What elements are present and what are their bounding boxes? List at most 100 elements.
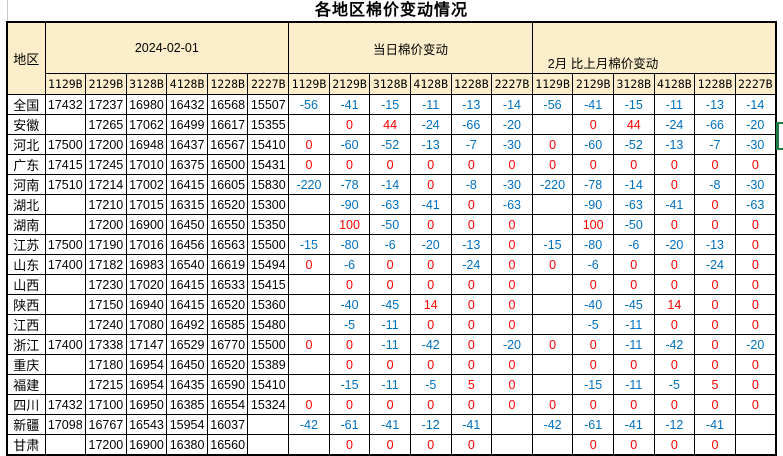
daily-change-cell[interactable]: -13 — [409, 134, 452, 155]
monthly-change-cell[interactable]: 5 — [694, 374, 736, 395]
price-cell[interactable]: 15300 — [247, 194, 290, 215]
region-cell[interactable]: 江苏 — [6, 234, 46, 255]
price-cell[interactable]: 16950 — [125, 394, 168, 415]
price-cell[interactable]: 17098 — [44, 414, 87, 435]
monthly-change-cell[interactable]: -12 — [653, 414, 696, 435]
price-cell[interactable]: 15480 — [247, 314, 290, 335]
price-cell[interactable]: 15494 — [247, 254, 290, 275]
price-cell[interactable]: 15324 — [247, 394, 290, 415]
daily-change-cell[interactable]: -90 — [328, 194, 371, 215]
price-cell[interactable] — [44, 274, 87, 295]
price-cell[interactable]: 17210 — [85, 194, 127, 215]
price-cell[interactable]: 17338 — [85, 334, 127, 355]
price-cell[interactable]: 16619 — [206, 254, 249, 275]
daily-change-cell[interactable]: 0 — [491, 374, 533, 395]
daily-change-cell[interactable] — [288, 114, 330, 135]
price-cell[interactable]: 16415 — [166, 174, 208, 195]
region-cell[interactable]: 陕西 — [6, 294, 46, 315]
monthly-change-cell[interactable]: 0 — [572, 274, 614, 295]
price-cell[interactable]: 16568 — [206, 94, 249, 115]
price-cell[interactable]: 15954 — [166, 414, 208, 435]
monthly-change-cell[interactable]: 0 — [734, 154, 777, 175]
daily-change-cell[interactable]: 0 — [369, 154, 411, 175]
price-cell[interactable]: 15355 — [247, 114, 290, 135]
daily-change-cell[interactable]: -20 — [491, 334, 533, 355]
price-cell[interactable]: 17265 — [85, 114, 127, 135]
daily-change-cell[interactable]: -24 — [409, 114, 452, 135]
region-cell[interactable]: 重庆 — [6, 354, 46, 375]
price-cell[interactable]: 16770 — [206, 334, 249, 355]
monthly-change-cell[interactable] — [531, 374, 574, 395]
region-cell[interactable]: 河南 — [6, 174, 46, 195]
daily-change-cell[interactable]: -66 — [450, 114, 493, 135]
monthly-change-cell[interactable]: -11 — [612, 334, 655, 355]
monthly-change-cell[interactable]: -30 — [734, 174, 777, 195]
monthly-change-cell[interactable]: 0 — [694, 294, 736, 315]
monthly-change-cell[interactable]: 0 — [653, 394, 696, 415]
monthly-change-cell[interactable]: 0 — [612, 154, 655, 175]
monthly-change-cell[interactable]: -56 — [531, 94, 574, 115]
daily-change-cell[interactable]: 0 — [409, 174, 452, 195]
region-cell[interactable]: 山东 — [6, 254, 46, 275]
price-cell[interactable]: 17062 — [125, 114, 168, 135]
price-cell[interactable] — [44, 114, 87, 135]
price-cell[interactable]: 17100 — [85, 394, 127, 415]
price-cell[interactable]: 16543 — [125, 414, 168, 435]
daily-change-cell[interactable]: -41 — [328, 94, 371, 115]
price-cell[interactable]: 16983 — [125, 254, 168, 275]
monthly-change-cell[interactable]: 0 — [734, 354, 777, 375]
daily-change-cell[interactable]: -14 — [369, 174, 411, 195]
grade-column-header[interactable]: 4128B — [409, 73, 452, 95]
price-cell[interactable]: 16948 — [125, 134, 168, 155]
price-cell[interactable]: 17245 — [85, 154, 127, 175]
monthly-change-cell[interactable]: 0 — [734, 374, 777, 395]
grade-column-header[interactable]: 1228B — [450, 73, 493, 95]
price-cell[interactable]: 16605 — [206, 174, 249, 195]
monthly-change-cell[interactable]: -13 — [694, 94, 736, 115]
daily-change-cell[interactable]: -52 — [369, 134, 411, 155]
price-cell[interactable]: 16380 — [166, 434, 208, 456]
monthly-change-cell[interactable]: 0 — [694, 194, 736, 215]
price-cell[interactable]: 16415 — [166, 294, 208, 315]
monthly-change-cell[interactable]: -40 — [572, 294, 614, 315]
monthly-change-cell[interactable]: 0 — [531, 134, 574, 155]
daily-change-cell[interactable]: -63 — [491, 194, 533, 215]
price-cell[interactable]: 16590 — [206, 374, 249, 395]
monthly-change-cell[interactable]: 0 — [572, 434, 614, 456]
monthly-change-cell[interactable]: 0 — [653, 274, 696, 295]
daily-change-cell[interactable] — [288, 374, 330, 395]
monthly-change-cell[interactable]: 0 — [531, 334, 574, 355]
daily-change-cell[interactable]: 0 — [450, 194, 493, 215]
monthly-change-cell[interactable]: -5 — [572, 314, 614, 335]
monthly-change-cell[interactable]: 0 — [734, 214, 777, 235]
monthly-change-cell[interactable]: -6 — [612, 234, 655, 255]
daily-change-cell[interactable]: -5 — [328, 314, 371, 335]
monthly-change-cell[interactable]: 0 — [653, 434, 696, 456]
price-cell[interactable]: 16540 — [166, 254, 208, 275]
monthly-change-cell[interactable]: 0 — [572, 334, 614, 355]
price-cell[interactable]: 16617 — [206, 114, 249, 135]
daily-change-cell[interactable]: 0 — [409, 214, 452, 235]
monthly-change-cell[interactable]: -8 — [694, 174, 736, 195]
price-cell[interactable]: 15431 — [247, 154, 290, 175]
daily-change-cell[interactable] — [288, 314, 330, 335]
daily-change-cell[interactable]: -15 — [328, 374, 371, 395]
monthly-change-cell[interactable]: 0 — [531, 394, 574, 415]
price-cell[interactable]: 15389 — [247, 354, 290, 375]
daily-change-cell[interactable]: 0 — [450, 434, 493, 456]
monthly-change-cell[interactable]: -11 — [612, 374, 655, 395]
monthly-change-cell[interactable]: -220 — [531, 174, 574, 195]
daily-change-cell[interactable]: 0 — [328, 114, 371, 135]
monthly-change-cell[interactable] — [734, 414, 777, 435]
daily-change-cell[interactable]: 0 — [450, 354, 493, 375]
daily-change-cell[interactable]: 0 — [409, 154, 452, 175]
daily-change-cell[interactable]: -42 — [288, 414, 330, 435]
grade-column-header[interactable]: 2129B — [85, 73, 127, 95]
daily-change-cell[interactable]: 0 — [450, 314, 493, 335]
daily-change-cell[interactable]: 0 — [450, 334, 493, 355]
daily-change-cell[interactable]: 0 — [450, 154, 493, 175]
daily-change-cell[interactable]: 0 — [491, 314, 533, 335]
price-cell[interactable]: 16550 — [206, 214, 249, 235]
price-cell[interactable]: 16520 — [206, 294, 249, 315]
monthly-change-cell[interactable]: 0 — [531, 154, 574, 175]
